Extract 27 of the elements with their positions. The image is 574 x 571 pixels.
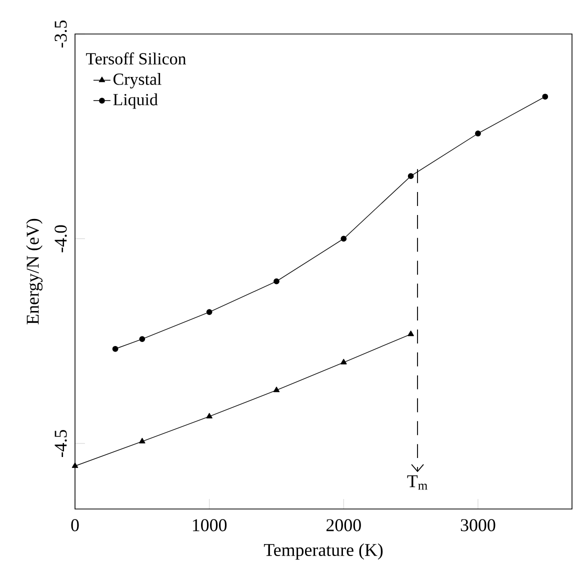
point	[72, 462, 78, 468]
point	[274, 278, 280, 284]
y-axis-title: Energy/N (eV)	[26, 218, 43, 324]
annotation: T$_{m}$	[407, 475, 428, 490]
legend-label: Crystal	[113, 73, 162, 88]
y-tick-label: -4.0	[54, 225, 67, 252]
point	[408, 173, 414, 180]
point	[112, 346, 118, 352]
y-tick-label: -3.5	[54, 20, 67, 48]
point	[408, 330, 414, 336]
x-axis-title: Temperature (K)	[264, 543, 383, 560]
y-tick-label: -4.5	[54, 430, 67, 457]
point	[340, 236, 347, 242]
point	[542, 94, 548, 100]
x-tick-label: 1000	[192, 519, 227, 532]
x-tick-label: 0	[71, 519, 79, 532]
legend-label: Liquid	[113, 93, 158, 109]
legend-title: Tersoff Silicon	[86, 52, 186, 65]
x-tick-label: 2000	[326, 519, 361, 532]
point	[273, 386, 280, 392]
point	[139, 336, 146, 342]
point	[475, 130, 481, 136]
point	[340, 358, 347, 364]
point	[206, 412, 212, 418]
point	[206, 309, 212, 315]
x-tick-label: 3000	[460, 519, 496, 532]
point	[139, 438, 146, 444]
